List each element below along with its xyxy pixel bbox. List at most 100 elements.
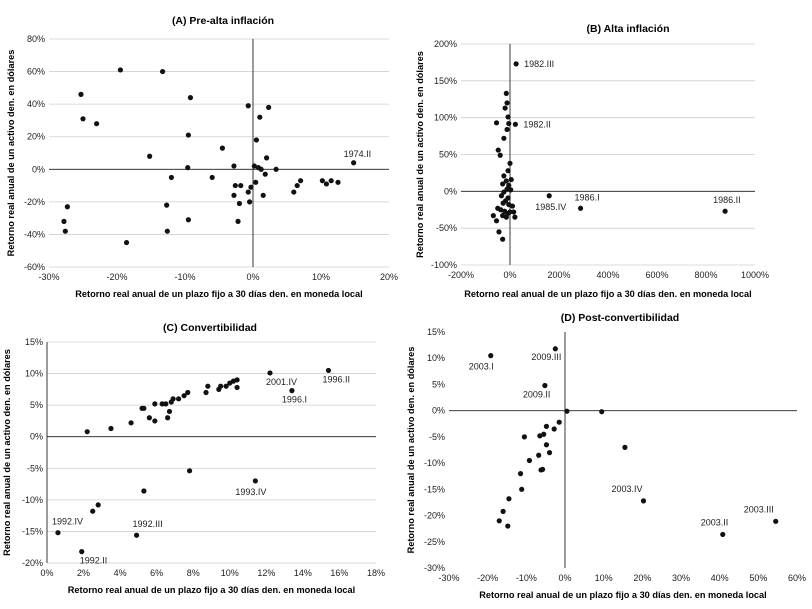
data-point: [159, 68, 166, 75]
data-point: [234, 384, 240, 391]
x-tick-label: 10%: [595, 573, 613, 583]
point-annotation: 1974.II: [344, 149, 372, 159]
data-point: [536, 452, 542, 458]
data-point: [517, 471, 524, 477]
data-point: [537, 433, 543, 439]
data-point: [245, 103, 251, 109]
data-point: [505, 168, 511, 174]
data-point: [500, 508, 506, 514]
y-tick-label: -100%: [431, 260, 457, 270]
y-tick-label: -60%: [24, 262, 45, 272]
y-tick-label: 60%: [27, 67, 45, 77]
x-tick-label: 40%: [711, 573, 729, 583]
data-point: [168, 174, 174, 181]
data-point: [504, 100, 510, 106]
y-tick-label: 0%: [444, 186, 457, 196]
data-point: [496, 518, 502, 524]
data-point: [152, 418, 158, 424]
data-point: [165, 415, 171, 421]
point-annotation: 1986.II: [713, 195, 741, 205]
data-point: [141, 488, 147, 494]
data-point: [720, 531, 726, 538]
data-point: [260, 192, 266, 198]
x-tick-label: -10%: [516, 573, 537, 583]
data-point: [205, 383, 211, 389]
point-annotation: 1993.IV: [235, 487, 266, 497]
data-point: [521, 434, 528, 440]
data-point: [335, 179, 341, 185]
data-point: [503, 178, 509, 184]
y-tick-label: 10%: [25, 369, 43, 379]
x-tick-label: 1000%: [741, 270, 769, 280]
y-tick-label: 15%: [427, 327, 445, 337]
x-tick-label: 30%: [672, 573, 690, 583]
data-point: [61, 218, 67, 224]
x-tick-label: 10%: [221, 568, 239, 578]
y-tick-label: -40%: [24, 229, 45, 239]
data-point: [512, 214, 518, 220]
x-tick-label: 60%: [788, 573, 806, 583]
data-point: [501, 173, 507, 179]
data-point: [599, 409, 605, 415]
y-tick-label: 40%: [27, 99, 45, 109]
data-point: [163, 401, 169, 407]
data-point: [247, 199, 253, 205]
y-tick-label: -20%: [424, 511, 445, 521]
data-point: [552, 346, 558, 352]
data-point: [166, 408, 173, 415]
y-axis-label: Retorno real anual de un activo den. en …: [6, 50, 16, 257]
point-annotation: 2003.III: [744, 504, 774, 514]
data-point: [503, 90, 509, 96]
point-annotation: 1996.I: [282, 395, 307, 405]
data-point: [498, 207, 504, 213]
x-tick-label: -20%: [477, 573, 498, 583]
x-tick-label: 20%: [633, 573, 651, 583]
data-point: [273, 166, 279, 172]
data-point: [176, 396, 182, 402]
data-point: [508, 176, 514, 183]
data-point: [141, 405, 147, 411]
data-point: [251, 163, 257, 169]
data-point: [258, 166, 264, 172]
y-tick-label: 20%: [27, 132, 45, 142]
data-point: [94, 121, 100, 127]
point-annotation: 2009.III: [531, 352, 561, 362]
data-point: [123, 239, 130, 246]
data-point: [503, 214, 509, 220]
data-point: [556, 419, 562, 425]
x-tick-label: 50%: [749, 573, 767, 583]
data-point: [235, 218, 241, 224]
data-point: [185, 217, 191, 223]
x-tick-label: 0%: [558, 573, 571, 583]
y-axis-label: Retorno real anual de un activo den. en …: [2, 349, 12, 556]
data-point: [551, 426, 557, 432]
data-point: [170, 396, 176, 402]
data-point: [146, 415, 152, 421]
data-point: [185, 389, 191, 396]
data-point: [622, 444, 628, 450]
data-point: [508, 187, 514, 193]
x-tick-label: 0%: [503, 270, 516, 280]
data-point: [511, 209, 517, 215]
y-tick-label: 0%: [32, 164, 45, 174]
data-point: [543, 423, 550, 429]
data-point: [266, 104, 272, 110]
point-annotation: 2003.I: [469, 362, 494, 372]
data-point: [502, 105, 508, 111]
data-point: [152, 401, 158, 407]
data-point: [236, 200, 242, 207]
data-point: [253, 137, 259, 143]
x-tick-label: 400%: [596, 270, 619, 280]
x-axis-label: Retorno real anual de un plazo fijo a 30…: [479, 590, 766, 600]
x-tick-label: 0%: [246, 272, 259, 282]
data-point: [128, 420, 134, 426]
data-point: [496, 229, 502, 235]
data-point: [538, 467, 544, 473]
data-point: [252, 478, 258, 484]
data-point: [55, 530, 61, 536]
y-tick-label: 80%: [27, 34, 45, 44]
point-annotation: 2009.II: [523, 389, 551, 399]
x-tick-label: 800%: [694, 270, 717, 280]
y-tick-label: 100%: [434, 113, 457, 123]
